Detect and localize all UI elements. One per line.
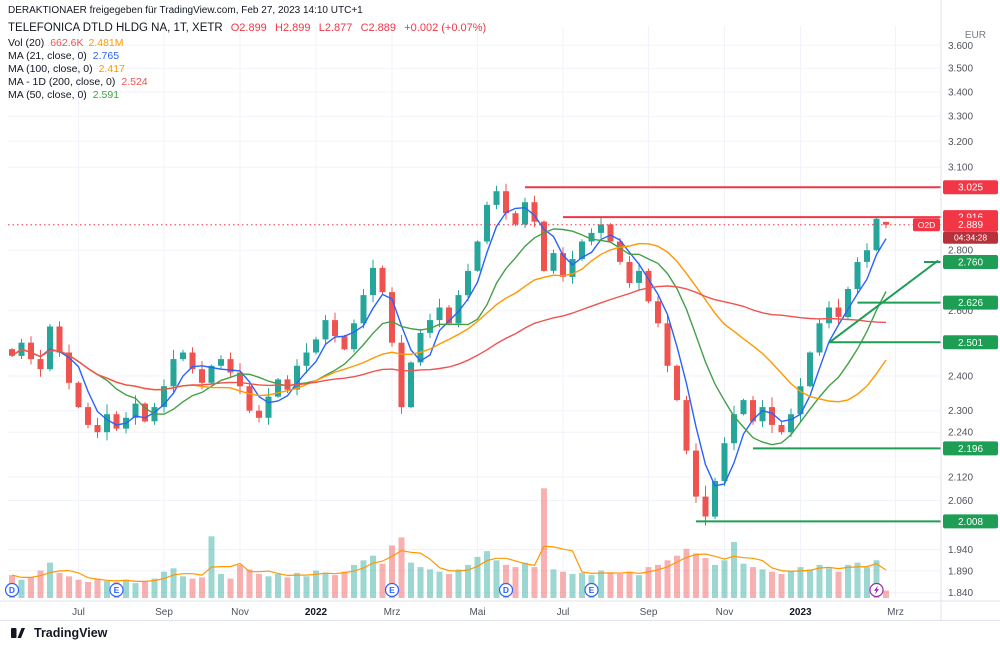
grid-layer (8, 26, 941, 598)
svg-text:Sep: Sep (640, 607, 658, 618)
indicator-value: 2.765 (92, 50, 120, 62)
support-resistance-lines[interactable] (525, 186, 941, 523)
svg-text:1.940: 1.940 (948, 545, 973, 556)
indicator-label: MA - 1D (200, close, 0) (8, 76, 116, 88)
svg-text:2.300: 2.300 (948, 406, 973, 417)
indicator-label: Vol (20) (8, 37, 45, 49)
svg-text:E: E (589, 585, 595, 595)
indicator-label: MA (50, close, 0) (8, 89, 87, 101)
close-value: C2.889 (360, 22, 397, 34)
svg-text:3.500: 3.500 (948, 64, 973, 75)
svg-text:2.240: 2.240 (948, 428, 973, 439)
indicator-row-ma200[interactable]: MA - 1D (200, close, 0) 2.524 (8, 76, 491, 89)
trendline[interactable] (828, 259, 939, 344)
symbol-title[interactable]: TELEFONICA DTLD HLDG NA, 1T, XETR (8, 22, 223, 34)
svg-text:2022: 2022 (305, 607, 328, 618)
indicator-row-ma100[interactable]: MA (100, close, 0) 2.417 (8, 63, 491, 76)
volume-ma-line (11, 545, 887, 583)
svg-text:Nov: Nov (231, 607, 249, 618)
svg-text:2.060: 2.060 (948, 496, 973, 507)
indicator-value: 662.6K (50, 37, 84, 49)
svg-text:2.626: 2.626 (958, 298, 983, 309)
indicator-value: 2.417 (98, 63, 125, 75)
svg-text:Mai: Mai (469, 607, 485, 618)
ohlc-values: O2.899 H2.899 L2.877 C2.889 +0.002 (+0.0… (231, 22, 491, 34)
high-value: H2.899 (275, 22, 311, 34)
candlestick-series (9, 183, 889, 526)
svg-text:3.025: 3.025 (958, 183, 983, 194)
currency-label: EUR (964, 30, 986, 41)
svg-text:Jul: Jul (557, 607, 570, 618)
time-axis[interactable]: Jul Sep Nov 2022 Mrz Mai Jul Sep Nov 2023 Mrz (72, 607, 904, 618)
indicator-row-ma50[interactable]: MA (50, close, 0) 2.591 (8, 89, 491, 102)
footer-bar: TradingView (0, 620, 1000, 645)
svg-text:Mrz: Mrz (887, 607, 904, 618)
indicator-row-volume[interactable]: Vol (20) 662.6K 2.481M (8, 37, 491, 50)
moving-average-lines (11, 206, 887, 487)
indicator-label: MA (21, close, 0) (8, 50, 87, 62)
svg-text:2.889: 2.889 (958, 220, 983, 231)
indicator-value: 2.524 (121, 76, 148, 88)
indicator-row-ma21[interactable]: MA (21, close, 0) 2.765 (8, 50, 491, 63)
svg-text:1.890: 1.890 (948, 566, 973, 577)
svg-text:D: D (503, 585, 509, 595)
svg-text:D: D (9, 585, 15, 595)
svg-text:Nov: Nov (716, 607, 734, 618)
svg-text:2.600: 2.600 (948, 306, 973, 317)
svg-text:E: E (389, 585, 395, 595)
axis-borders (0, 0, 1000, 620)
price-chart-canvas[interactable]: 3.600 3.500 3.400 3.300 3.200 3.100 2.800 2.600… (0, 0, 1000, 620)
svg-text:O2D: O2D (918, 220, 935, 230)
symbol-title-row: TELEFONICA DTLD HLDG NA, 1T, XETR O2.899… (8, 22, 491, 35)
svg-text:2.120: 2.120 (948, 473, 973, 484)
svg-text:E: E (114, 585, 120, 595)
open-value: O2.899 (230, 22, 267, 34)
svg-text:3.200: 3.200 (948, 137, 973, 148)
volume-series (9, 488, 889, 598)
price-axis[interactable]: 3.600 3.500 3.400 3.300 3.200 3.100 2.800 2.600… (948, 41, 973, 599)
indicator-value: 2.591 (92, 89, 120, 101)
svg-text:2023: 2023 (789, 607, 812, 618)
legend-panel: TELEFONICA DTLD HLDG NA, 1T, XETR O2.899… (8, 22, 491, 102)
svg-text:1.840: 1.840 (948, 588, 973, 599)
svg-text:2.760: 2.760 (958, 258, 983, 269)
low-value: L2.877 (318, 22, 353, 34)
svg-text:2.008: 2.008 (958, 517, 983, 528)
svg-text:3.100: 3.100 (948, 163, 973, 174)
change-value: +0.002 (+0.07%) (404, 22, 487, 34)
svg-text:04:34:28: 04:34:28 (954, 233, 987, 243)
svg-text:2.400: 2.400 (948, 372, 973, 383)
indicator-value: 2.481M (88, 37, 124, 49)
svg-text:3.400: 3.400 (948, 87, 973, 98)
svg-text:3.600: 3.600 (948, 41, 973, 52)
svg-text:2.196: 2.196 (958, 444, 983, 455)
price-axis-badges: 3.0252.9162.7602.6262.5012.1962.0082.889… (913, 180, 998, 529)
tradingview-brand[interactable]: TradingView (34, 626, 108, 640)
svg-text:2.501: 2.501 (958, 338, 983, 349)
svg-text:Mrz: Mrz (384, 607, 401, 618)
svg-text:2.800: 2.800 (948, 246, 973, 257)
svg-text:Sep: Sep (155, 607, 173, 618)
svg-text:3.300: 3.300 (948, 112, 973, 123)
indicator-label: MA (100, close, 0) (8, 63, 93, 75)
svg-text:Jul: Jul (72, 607, 85, 618)
tradingview-logo-icon[interactable] (10, 624, 28, 642)
copyright-watermark: DERAKTIONAER freigegeben für TradingView… (8, 5, 363, 16)
